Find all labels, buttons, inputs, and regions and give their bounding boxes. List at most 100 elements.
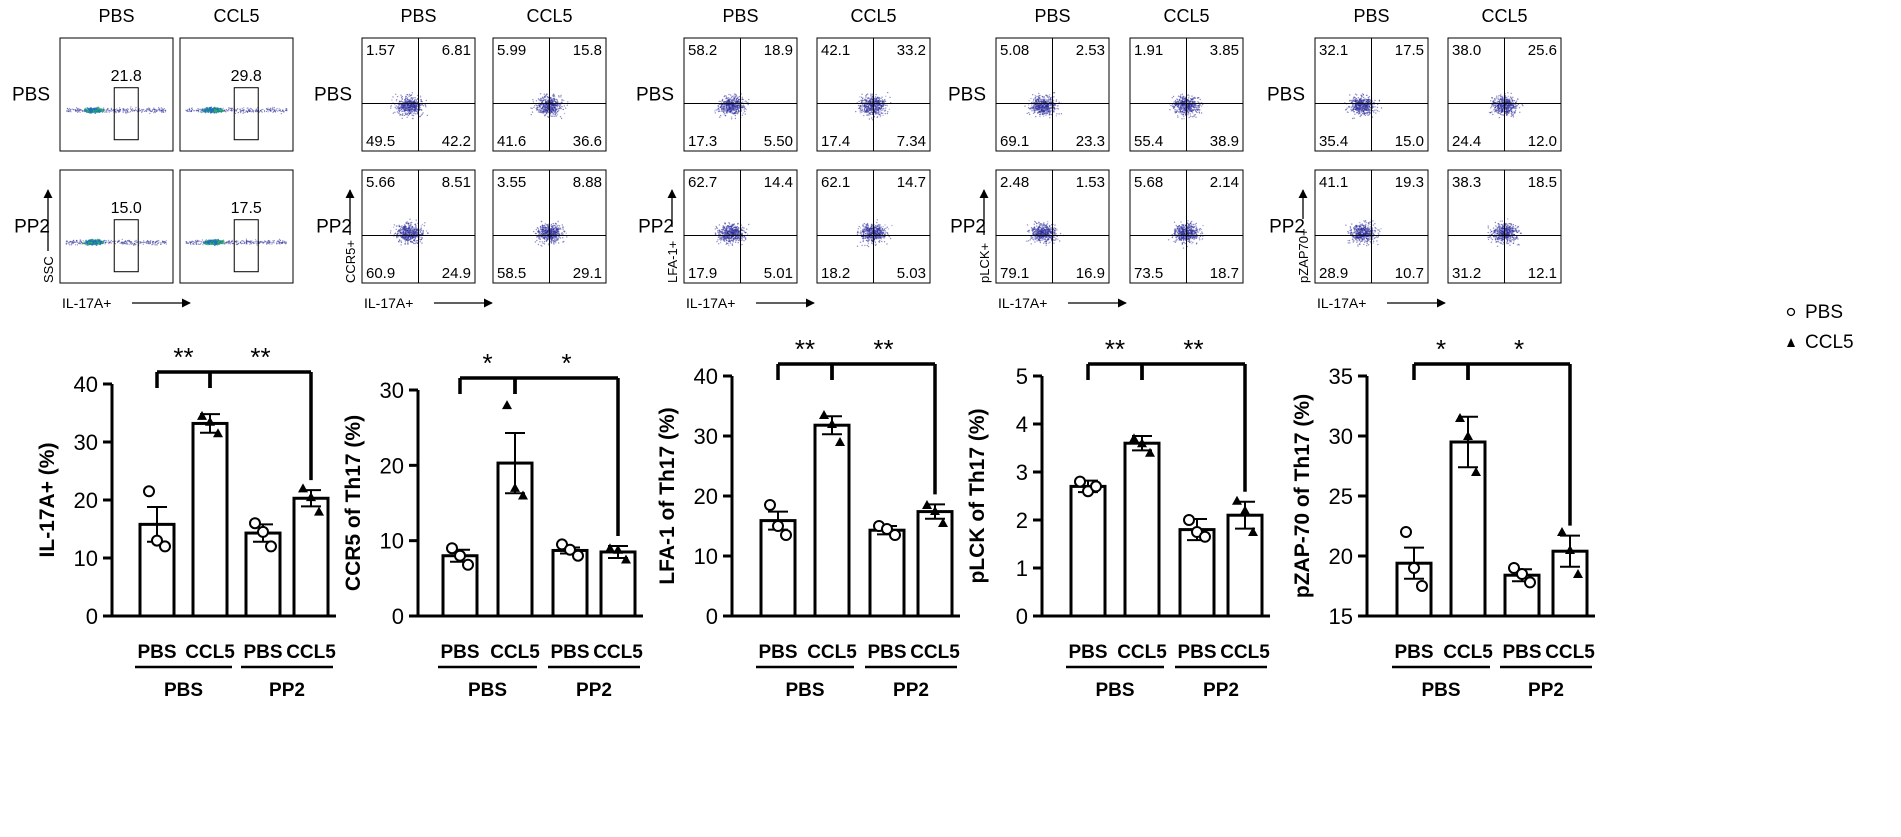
scatter-dot (541, 110, 543, 112)
scatter-dots (185, 106, 288, 115)
scatter-dot (416, 108, 418, 111)
scatter-dot (558, 108, 560, 110)
quadrant-value-ur: 8.88 (573, 174, 602, 191)
scatter-dot (125, 112, 127, 114)
scatter-dot (421, 242, 423, 244)
scatter-dot (396, 95, 399, 98)
scatter-dot (244, 111, 246, 113)
scatter-dot (135, 241, 137, 243)
scatter-dot (104, 243, 106, 245)
scatter-dot (249, 241, 251, 243)
scatter-dot (557, 224, 559, 227)
quadrant-value-ur: 15.8 (573, 42, 602, 59)
scatter-dot (134, 243, 136, 245)
scatter-dot (566, 236, 568, 238)
scatter-dot (555, 108, 557, 110)
scatter-dot (262, 108, 264, 110)
scatter-dot (556, 108, 558, 110)
scatter-dot (551, 104, 554, 106)
scatter-dot (551, 229, 553, 231)
scatter-dot (554, 222, 557, 225)
scatter-dot (720, 108, 723, 111)
scatter-dot (555, 229, 558, 231)
scatter-dot (558, 227, 560, 229)
scatter-dot (135, 108, 137, 110)
scatter-dot (415, 241, 417, 243)
scatter-dot (74, 244, 77, 246)
scatter-dot (143, 240, 145, 242)
scatter-dot (413, 110, 416, 112)
scatter-dot (535, 100, 538, 102)
scatter-dot (734, 106, 736, 108)
scatter-dot (110, 242, 112, 244)
scatter-dot (130, 241, 132, 243)
scatter-dot (261, 111, 263, 113)
scatter-dot (268, 241, 271, 243)
scatter-dot (217, 241, 220, 244)
scatter-dot (110, 110, 112, 112)
scatter-dot (560, 105, 563, 108)
scatter-dot (550, 228, 552, 230)
scatter-dot (552, 108, 555, 111)
scatter-dot (411, 117, 414, 120)
scatter-dot (547, 236, 549, 239)
scatter-dot (530, 113, 532, 116)
scatter-dot (413, 111, 415, 113)
scatter-dot (545, 237, 548, 239)
column-header: PBS (98, 6, 134, 26)
scatter-dot (407, 243, 409, 245)
scatter-dot (555, 242, 557, 244)
scatter-dot (550, 98, 553, 100)
scatter-dot (201, 239, 204, 241)
scatter-dot (190, 243, 192, 246)
scatter-dot (398, 225, 401, 228)
column-header: CCL5 (213, 6, 259, 26)
scatter-dot (557, 231, 560, 233)
scatter-dot (157, 243, 159, 245)
scatter-dot (193, 110, 195, 112)
scatter-dot (409, 236, 412, 238)
scatter-dot (553, 104, 556, 106)
scatter-dot (553, 229, 555, 231)
scatter-dot (221, 240, 224, 243)
scatter-dot (395, 236, 398, 238)
scatter-dot (421, 113, 423, 115)
scatter-dot (544, 106, 547, 109)
scatter-dot (403, 236, 405, 239)
scatter-dot (188, 107, 190, 109)
scatter-dot (550, 115, 553, 117)
scatter-dot (127, 108, 129, 110)
scatter-dot (153, 243, 155, 245)
scatter-dot (540, 104, 542, 106)
scatter-dot (230, 109, 233, 111)
scatter-dot (108, 111, 110, 113)
scatter-dot (533, 230, 535, 233)
y-axis-label: SSC (41, 256, 56, 283)
scatter-dot (555, 104, 557, 107)
scatter-dot (146, 242, 148, 244)
quadrant-value-lr: 42.2 (442, 133, 471, 150)
scatter-dot (187, 108, 189, 111)
scatter-dot (226, 242, 228, 244)
scatter-dot (414, 240, 416, 242)
scatter-dot (403, 104, 405, 106)
scatter-dot (728, 93, 730, 96)
flow-plot: 29.8 (179, 37, 294, 152)
row-header: PBS (314, 85, 352, 106)
scatter-dot (197, 107, 199, 110)
scatter-dot (146, 240, 149, 242)
scatter-dot (399, 109, 401, 112)
scatter-dot (142, 110, 144, 112)
scatter-dot (228, 240, 230, 242)
scatter-dot (266, 109, 268, 111)
scatter-dot (398, 239, 401, 241)
scatter-dot (283, 111, 285, 113)
scatter-dot (544, 223, 547, 225)
scatter-dot (408, 95, 410, 97)
scatter-dot (82, 110, 84, 112)
scatter-dot (543, 105, 545, 107)
scatter-dot (538, 109, 540, 111)
scatter-dot (405, 108, 407, 111)
scatter-dot (408, 93, 411, 96)
